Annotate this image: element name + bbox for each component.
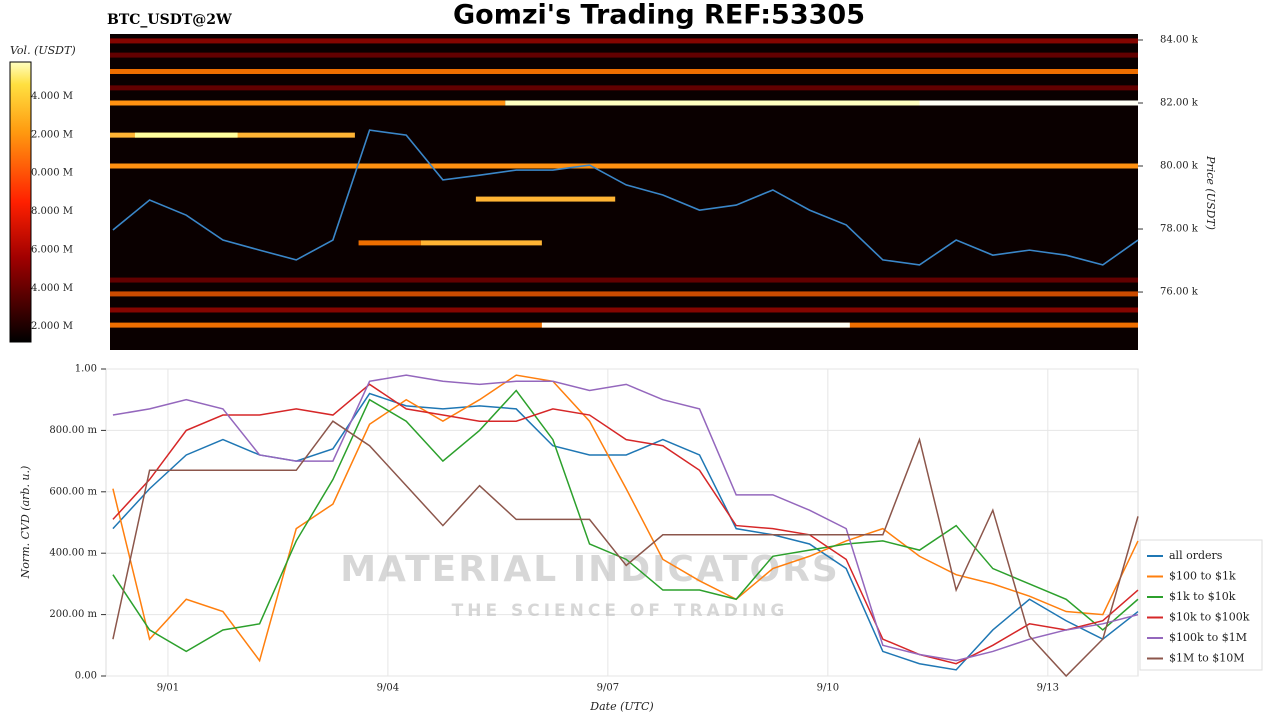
- liquidity-band: [110, 68, 1138, 74]
- legend-label: $100 to $1k: [1169, 570, 1236, 583]
- colorbar-tick-label: 8.000 M: [31, 206, 73, 217]
- colorbar-tick-label: 14.000 M: [25, 91, 73, 102]
- legend-label: $10k to $100k: [1169, 611, 1250, 624]
- liquidity-band: [110, 52, 1138, 58]
- y-tick-label: 80.00 k: [1160, 161, 1199, 172]
- y-tick-label: 76.00 k: [1160, 287, 1199, 298]
- colorbar-tick-label: 4.000 M: [31, 283, 73, 294]
- colorbar: [9, 61, 32, 343]
- colorbar-tick-label: 6.000 M: [31, 244, 73, 255]
- y-tick-label: 200.00 m: [49, 609, 97, 620]
- liquidity-band: [110, 307, 1138, 313]
- x-tick-label: 9/10: [817, 683, 839, 694]
- x-tick-label: 9/07: [597, 683, 619, 694]
- colorbar-tick-label: 12.000 M: [25, 129, 73, 140]
- y-tick-label: 1.00: [75, 364, 97, 375]
- watermark: THE SCIENCE OF TRADING: [452, 601, 789, 621]
- plot-area: [105, 368, 1139, 677]
- heatmap-layer: 76.00 k 78.00 k 80.00 k 82.00 k 84.00 k 2.000…: [9, 34, 1199, 343]
- cvd-line: [112, 374, 1139, 663]
- legend-label: $1k to $10k: [1169, 590, 1236, 603]
- liquidity-band: [358, 240, 421, 246]
- legend-label: $100k to $1M: [1169, 631, 1247, 644]
- cvd-line: [112, 420, 1139, 678]
- watermark: MATERIAL INDICATORS: [340, 549, 840, 590]
- symbol-label: BTC_USDT@2W: [107, 12, 232, 28]
- liquidity-band: [541, 322, 850, 328]
- liquidity-band: [134, 132, 238, 138]
- x-tick-label: 9/13: [1037, 683, 1059, 694]
- y-tick-label: 78.00 k: [1160, 224, 1199, 235]
- liquidity-band: [919, 100, 1138, 106]
- cvd-line: [112, 374, 1139, 662]
- liquidity-band: [475, 196, 616, 202]
- y-axis-label: Norm. CVD (arb. u.): [19, 466, 32, 580]
- colorbar-label: Vol. (USDT): [10, 44, 76, 57]
- liquidity-band: [110, 85, 1138, 91]
- y-tick-label: 800.00 m: [49, 425, 97, 436]
- y-axis-label: Price (USDT): [1204, 155, 1217, 230]
- y-tick-label: 0.00: [75, 671, 97, 682]
- cvd-layer: 9/01 9/04 9/07 9/10 9/13 0.00 200.00 m 400.00 m…: [49, 364, 1263, 694]
- liquidity-band: [505, 100, 920, 106]
- liquidity-band: [110, 163, 1138, 169]
- liquidity-band: [110, 291, 1138, 297]
- legend-box: [1139, 539, 1263, 671]
- x-axis-label: Date (UTC): [589, 700, 653, 713]
- colorbar-tick-label: 2.000 M: [31, 321, 73, 332]
- legend-label: all orders: [1169, 549, 1223, 562]
- legend-label: $1M to $10M: [1169, 652, 1245, 665]
- y-tick-label: 600.00 m: [49, 486, 97, 497]
- liquidity-band: [420, 240, 542, 246]
- liquidity-band: [110, 38, 1138, 44]
- chart-title: Gomzi's Trading REF:53305: [453, 0, 865, 31]
- y-tick-label: 84.00 k: [1160, 34, 1199, 45]
- y-tick-label: 82.00 k: [1160, 97, 1199, 108]
- liquidity-band: [110, 277, 1138, 283]
- x-tick-label: 9/04: [377, 683, 399, 694]
- colorbar-tick-label: 10.000 M: [25, 168, 73, 179]
- liquidity-band: [110, 100, 506, 106]
- heatmap-background: [110, 34, 1138, 350]
- cvd-line: [112, 389, 1139, 653]
- price-line: [112, 129, 1139, 266]
- y-tick-label: 400.00 m: [49, 548, 97, 559]
- x-tick-label: 9/01: [157, 683, 179, 694]
